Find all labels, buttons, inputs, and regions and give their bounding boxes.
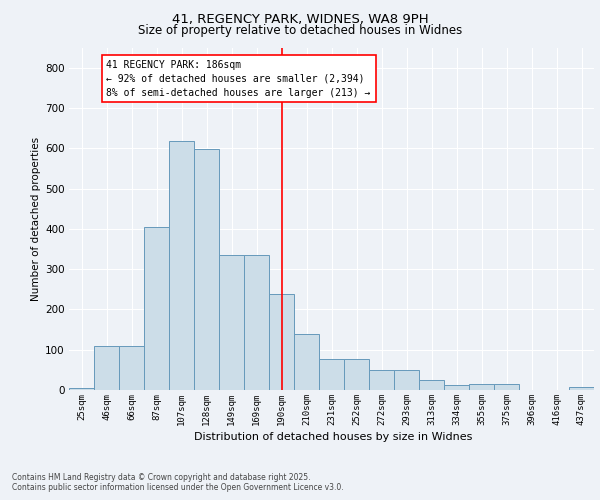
Text: Size of property relative to detached houses in Widnes: Size of property relative to detached ho…	[138, 24, 462, 37]
Bar	[244, 256, 269, 390]
Bar	[169, 140, 194, 390]
Text: Distribution of detached houses by size in Widnes: Distribution of detached houses by size …	[194, 432, 472, 442]
Bar	[194, 149, 219, 390]
Bar	[344, 358, 369, 390]
Text: 41 REGENCY PARK: 186sqm
← 92% of detached houses are smaller (2,394)
8% of semi-: 41 REGENCY PARK: 186sqm ← 92% of detache…	[107, 60, 371, 98]
Bar	[144, 227, 169, 390]
Bar	[294, 334, 319, 390]
Bar	[444, 385, 469, 390]
Bar	[369, 370, 394, 390]
Bar	[69, 388, 94, 390]
Bar	[319, 358, 344, 390]
Y-axis label: Number of detached properties: Number of detached properties	[31, 136, 41, 301]
Bar	[394, 370, 419, 390]
Text: 41, REGENCY PARK, WIDNES, WA8 9PH: 41, REGENCY PARK, WIDNES, WA8 9PH	[172, 12, 428, 26]
Bar	[269, 294, 294, 390]
Bar	[569, 387, 594, 390]
Bar	[469, 384, 494, 390]
Bar	[119, 346, 144, 390]
Bar	[419, 380, 444, 390]
Text: Contains HM Land Registry data © Crown copyright and database right 2025.
Contai: Contains HM Land Registry data © Crown c…	[12, 472, 344, 492]
Bar	[94, 346, 119, 390]
Bar	[494, 384, 519, 390]
Bar	[219, 256, 244, 390]
